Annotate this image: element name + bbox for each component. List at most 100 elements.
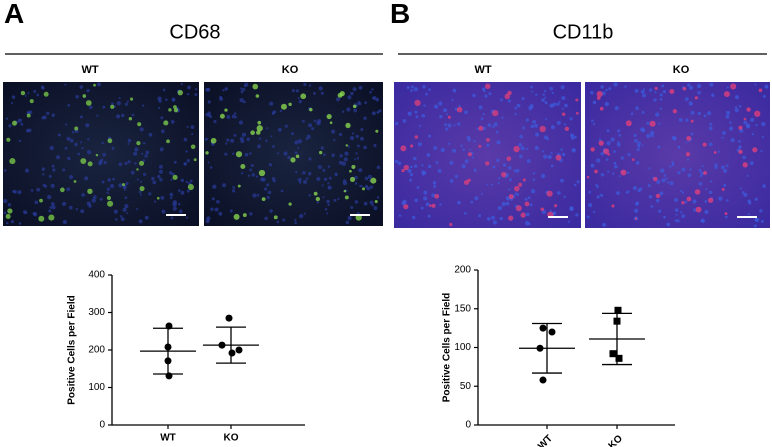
cell bbox=[178, 209, 183, 214]
cell bbox=[18, 139, 22, 143]
cell bbox=[482, 113, 485, 116]
cell bbox=[462, 148, 465, 151]
cell bbox=[486, 183, 489, 186]
data-point bbox=[614, 306, 622, 314]
cell bbox=[67, 104, 71, 107]
cell bbox=[125, 181, 129, 186]
image-label: KO bbox=[282, 64, 299, 76]
cell bbox=[331, 129, 336, 134]
cell bbox=[79, 85, 84, 89]
cell bbox=[369, 90, 372, 94]
cell bbox=[709, 82, 714, 87]
cell bbox=[352, 87, 357, 92]
data-point bbox=[539, 376, 547, 384]
cell bbox=[726, 86, 729, 89]
x-tick-label: WT bbox=[536, 433, 555, 447]
cell bbox=[419, 124, 422, 127]
cell bbox=[725, 114, 730, 119]
cell bbox=[463, 212, 467, 215]
stained-cell bbox=[486, 137, 490, 142]
stained-cell bbox=[754, 110, 761, 117]
stained-cell bbox=[121, 183, 126, 187]
cell bbox=[177, 189, 181, 192]
cell bbox=[98, 161, 102, 166]
cell bbox=[541, 150, 545, 153]
cell bbox=[183, 162, 187, 166]
cell bbox=[158, 169, 163, 174]
cell bbox=[743, 192, 748, 197]
stained-cell bbox=[166, 139, 170, 144]
cell bbox=[427, 134, 432, 138]
cell bbox=[600, 193, 604, 197]
cell bbox=[573, 135, 577, 139]
cell bbox=[614, 106, 619, 111]
cell bbox=[464, 159, 469, 164]
cell bbox=[5, 221, 9, 225]
cell bbox=[194, 93, 198, 97]
stained-cell bbox=[6, 137, 11, 142]
y-axis-label: Positive Cells per Field bbox=[67, 295, 78, 404]
stained-cell bbox=[467, 178, 471, 182]
cell bbox=[449, 160, 454, 165]
cell bbox=[520, 146, 525, 151]
cell bbox=[297, 147, 300, 150]
cell bbox=[688, 101, 693, 106]
cell bbox=[158, 106, 161, 110]
cell bbox=[34, 200, 39, 205]
cell bbox=[427, 214, 431, 218]
stained-cell bbox=[449, 222, 453, 227]
cell bbox=[435, 161, 439, 164]
cell bbox=[439, 203, 442, 206]
cell bbox=[190, 125, 195, 129]
stained-cell bbox=[168, 108, 172, 112]
cell bbox=[337, 197, 340, 201]
cell bbox=[671, 161, 675, 164]
cell bbox=[434, 104, 439, 109]
cell bbox=[626, 171, 630, 175]
cell bbox=[723, 168, 728, 173]
cell bbox=[313, 119, 317, 123]
cell bbox=[316, 176, 321, 181]
cell bbox=[316, 119, 322, 124]
cell bbox=[297, 177, 302, 182]
cell bbox=[327, 182, 330, 185]
cell bbox=[210, 207, 214, 211]
stained-cell bbox=[309, 107, 313, 112]
stained-cell bbox=[743, 117, 747, 121]
cell bbox=[483, 89, 486, 93]
cell bbox=[339, 154, 343, 158]
stained-cell bbox=[723, 91, 730, 98]
cell bbox=[303, 179, 308, 184]
cell bbox=[283, 151, 288, 156]
cell bbox=[602, 222, 607, 227]
cell bbox=[530, 90, 534, 93]
stained-cell bbox=[478, 144, 482, 148]
cell bbox=[448, 142, 451, 145]
stained-cell bbox=[93, 83, 96, 87]
cell bbox=[50, 183, 55, 188]
cell bbox=[121, 113, 125, 118]
stained-cell bbox=[515, 205, 522, 212]
stained-cell bbox=[575, 98, 579, 102]
cell bbox=[726, 199, 729, 202]
cell bbox=[407, 168, 412, 173]
cell bbox=[472, 93, 476, 98]
cell bbox=[760, 219, 764, 223]
cell bbox=[48, 174, 52, 178]
cell bbox=[159, 147, 164, 152]
cell bbox=[126, 100, 129, 103]
cell bbox=[71, 131, 75, 134]
cell bbox=[120, 217, 125, 222]
cell bbox=[659, 107, 663, 110]
cell bbox=[138, 219, 143, 224]
cell bbox=[612, 172, 615, 175]
cell bbox=[158, 164, 163, 169]
cell bbox=[734, 95, 739, 100]
cell bbox=[686, 158, 690, 161]
stained-cell bbox=[255, 94, 260, 98]
stained-cell bbox=[403, 204, 409, 210]
cell bbox=[648, 88, 653, 92]
stained-cell bbox=[345, 122, 351, 129]
cell bbox=[659, 191, 664, 196]
cell bbox=[620, 156, 624, 160]
